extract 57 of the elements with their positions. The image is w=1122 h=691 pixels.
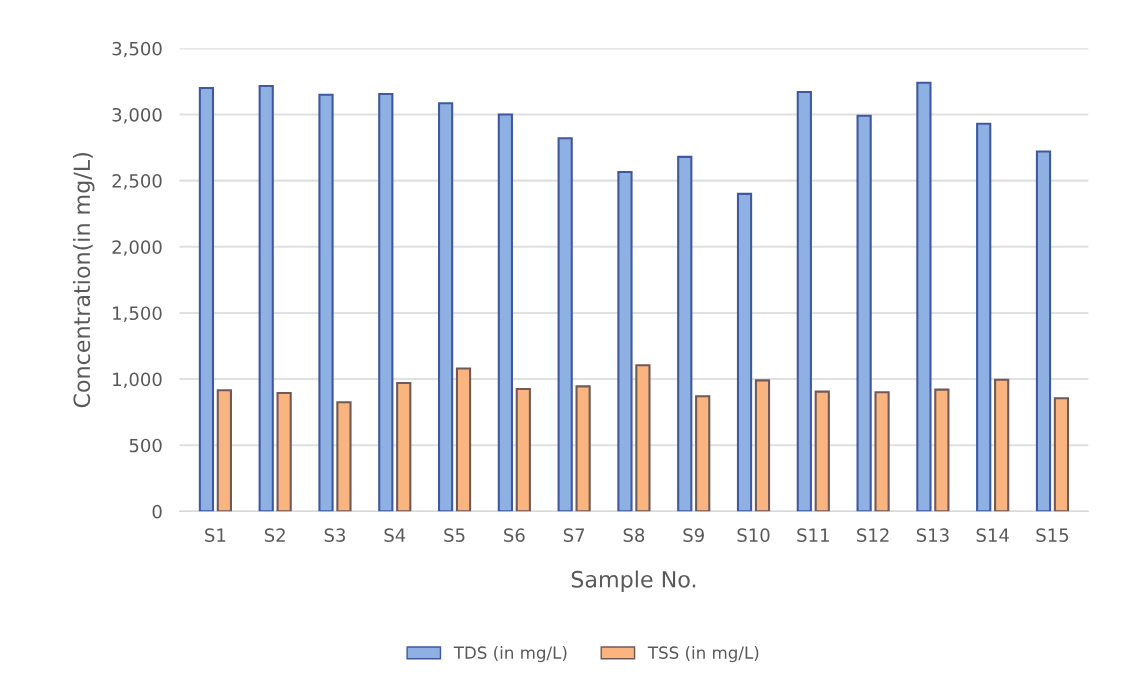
- bar: [455, 367, 472, 512]
- x-tick-label: S8: [623, 528, 645, 542]
- legend-label: TDS (in mg/L): [453, 646, 567, 663]
- x-tick-label: S1: [205, 528, 226, 542]
- bar: [216, 389, 232, 512]
- y-axis-title: Concentration(in mg/L): [72, 153, 95, 408]
- bar: [396, 381, 412, 512]
- bar: [617, 171, 633, 512]
- bar: [336, 401, 352, 512]
- y-tick-label: 0: [152, 504, 162, 519]
- y-tick-label: 1,500: [113, 306, 162, 322]
- bar: [916, 81, 932, 512]
- bar: [934, 388, 950, 512]
- x-tick-label: S11: [797, 528, 829, 542]
- bar: [258, 85, 274, 512]
- bar: [754, 379, 771, 512]
- x-axis-title: Sample No.: [571, 570, 696, 592]
- bar: [874, 391, 890, 512]
- y-tick-label: 1,000: [113, 372, 162, 389]
- x-tick-label: S7: [563, 528, 585, 542]
- bar: [497, 113, 513, 512]
- x-tick-label: S13: [916, 528, 949, 542]
- x-tick-label: S15: [1036, 528, 1069, 542]
- y-tick-label: 2,500: [112, 174, 162, 190]
- bar: [994, 378, 1010, 512]
- x-tick-label: S12: [857, 528, 889, 542]
- bar: [1035, 150, 1052, 512]
- bar: [557, 137, 573, 512]
- x-tick-label: S6: [504, 528, 525, 542]
- x-tick-label: S10: [737, 528, 770, 542]
- bar: [575, 385, 591, 512]
- bar: [378, 92, 394, 512]
- bar: [695, 395, 711, 512]
- x-tick-label: S5: [444, 528, 465, 542]
- bar: [856, 114, 872, 512]
- bar: [677, 155, 693, 512]
- x-tick-label: S4: [384, 528, 406, 542]
- bar: [796, 90, 812, 512]
- y-tick-label: 3,500: [112, 41, 162, 58]
- y-tick-label: 2,000: [112, 240, 162, 256]
- bar: [276, 391, 292, 512]
- bar: [814, 390, 830, 512]
- bar: [635, 364, 651, 512]
- x-tick-label: S3: [324, 528, 345, 542]
- legend-label: TSS (in mg/L): [647, 646, 759, 663]
- y-tick-label: 3,000: [112, 107, 162, 124]
- x-tick-label: S14: [976, 528, 1009, 542]
- y-tick-label: 500: [129, 438, 162, 453]
- x-tick-label: S2: [264, 528, 285, 542]
- bar: [437, 102, 454, 512]
- bar: [976, 122, 992, 512]
- bar: [318, 93, 334, 512]
- bar: [736, 192, 753, 512]
- bar: [1053, 397, 1070, 512]
- x-tick-label: S9: [683, 528, 704, 542]
- bar: [198, 87, 215, 512]
- bar: [515, 387, 531, 512]
